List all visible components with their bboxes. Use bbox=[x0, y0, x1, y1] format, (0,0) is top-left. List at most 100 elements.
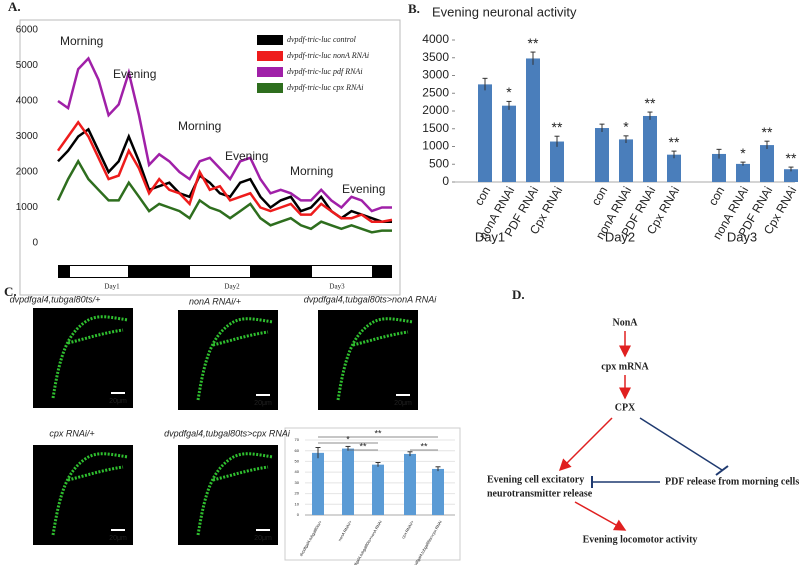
line-series bbox=[57, 56, 392, 213]
bar bbox=[712, 153, 726, 182]
neuron-signal bbox=[51, 452, 129, 536]
y-tick-label: 20 bbox=[295, 491, 300, 496]
annotation: Evening bbox=[342, 182, 385, 196]
group-label: Day2 bbox=[605, 229, 635, 244]
legend-label: dvpdf-tric-luc pdf RNAi bbox=[287, 67, 363, 76]
bar bbox=[372, 464, 384, 515]
bar bbox=[432, 468, 444, 515]
bar bbox=[736, 163, 750, 182]
annotation: Evening bbox=[225, 149, 268, 163]
x-tick-label: con bbox=[589, 184, 611, 208]
legend-swatch bbox=[257, 35, 283, 45]
y-tick-label: 70 bbox=[295, 437, 300, 442]
x-tick-label: nonA RNAi/+ bbox=[337, 519, 353, 542]
node: PDF release from morning cells bbox=[665, 476, 799, 487]
y-tick-label: 1000 bbox=[16, 202, 39, 213]
scale-label: 20μm bbox=[254, 400, 272, 407]
y-tick-label: 3500 bbox=[422, 50, 449, 64]
bar bbox=[595, 128, 609, 182]
y-tick-label: 5000 bbox=[16, 60, 39, 71]
scale-bar bbox=[111, 529, 125, 531]
scale-bar bbox=[111, 392, 125, 394]
significance: ** bbox=[645, 95, 656, 111]
bar bbox=[526, 58, 540, 182]
node: neurotransmitter release bbox=[487, 488, 593, 499]
x-tick-label: dvpdfgal4,tubgal80ts>nonA RNAi bbox=[349, 519, 383, 565]
y-tick-label: 30 bbox=[295, 480, 300, 485]
line-series bbox=[56, 120, 393, 223]
y-tick-label: 0 bbox=[442, 174, 449, 188]
y-tick-label: 2000 bbox=[16, 167, 39, 178]
scale-label: 20μm bbox=[254, 535, 272, 542]
y-tick-label: 10 bbox=[295, 501, 300, 506]
bar bbox=[502, 105, 516, 182]
image-title: dvpdfgal4,tubgal80ts/+ bbox=[10, 294, 101, 304]
bracket-label: ** bbox=[420, 441, 428, 451]
significance: ** bbox=[528, 35, 539, 51]
legend-label: dvpdf-tric-luc nonA RNAi bbox=[287, 51, 369, 60]
neuron-signal bbox=[196, 452, 274, 536]
y-tick-label: 500 bbox=[429, 156, 449, 170]
arrow bbox=[574, 501, 627, 531]
scale-label: 20μm bbox=[109, 535, 127, 542]
image-title: dvpdfgal4,tubgal80ts>nonA RNAi bbox=[304, 294, 438, 304]
scale-bar bbox=[256, 529, 270, 531]
light-dark-bar bbox=[58, 265, 392, 278]
y-tick-label: 50 bbox=[295, 458, 300, 463]
bar bbox=[619, 139, 633, 182]
bar bbox=[478, 84, 492, 182]
y-tick-label: 40 bbox=[295, 469, 300, 474]
legend-swatch bbox=[257, 83, 283, 93]
group-label: Day1 bbox=[475, 229, 505, 244]
neuron-signal bbox=[196, 317, 274, 401]
neuron-signal bbox=[336, 317, 414, 401]
y-tick-label: 4000 bbox=[422, 32, 449, 46]
legend-label: dvpdf-tric-luc control bbox=[287, 35, 357, 44]
bracket-label: * bbox=[346, 434, 350, 444]
x-tick-label: dvpdfgal4,tubgal80ts>cpx RNAi bbox=[410, 519, 442, 565]
y-tick-label: 4000 bbox=[16, 96, 39, 107]
light bbox=[70, 266, 128, 277]
significance: ** bbox=[552, 119, 563, 135]
bar bbox=[550, 141, 564, 182]
annotation: Morning bbox=[60, 34, 103, 48]
chart-title: Evening neuronal activity bbox=[432, 4, 577, 19]
x-tick-label: con bbox=[472, 184, 494, 208]
bar bbox=[312, 452, 324, 515]
significance: ** bbox=[762, 124, 773, 140]
bar bbox=[667, 154, 681, 182]
inhibit bbox=[639, 417, 723, 471]
y-tick-label: 1000 bbox=[422, 139, 449, 153]
image-title: dvpdfgal4,tubgal80ts>cpx RNAi bbox=[164, 428, 291, 438]
bar bbox=[643, 115, 657, 182]
legend-swatch bbox=[257, 51, 283, 61]
y-tick-label: 60 bbox=[295, 448, 300, 453]
light bbox=[190, 266, 250, 277]
image-title: nonA RNAi/+ bbox=[189, 296, 241, 306]
y-tick-label: 3000 bbox=[422, 68, 449, 82]
bar bbox=[784, 169, 798, 182]
y-tick-label: 2500 bbox=[422, 85, 449, 99]
significance: * bbox=[623, 119, 629, 135]
bracket-label: ** bbox=[374, 428, 382, 438]
day-label: Day1 bbox=[104, 283, 120, 291]
y-tick-label: 0 bbox=[32, 238, 38, 249]
y-tick-label: 3000 bbox=[16, 131, 39, 142]
bracket-label: ** bbox=[359, 441, 367, 451]
legend-label: dvpdf-tric-luc cpx RNAi bbox=[287, 83, 363, 92]
diagram: NonA cpx mRNA CPX Evening cell excitator… bbox=[487, 317, 799, 545]
significance: ** bbox=[669, 134, 680, 150]
micrographs: dvpdfgal4,tubgal80ts/+ 20μm nonA RNAi/+ 20μ… bbox=[10, 294, 438, 545]
scale-label: 20μm bbox=[109, 398, 127, 405]
panel-c-chart-frame bbox=[284, 427, 461, 561]
panel-label: C. bbox=[4, 284, 17, 299]
scale-label: 20μm bbox=[394, 400, 412, 407]
x-tick-label: cpx RNAi/+ bbox=[400, 519, 415, 539]
node: CPX bbox=[615, 402, 636, 413]
x-tick-label: dvpdfgal4,tubgal80ts/+ bbox=[298, 519, 323, 557]
day-label: Day2 bbox=[224, 283, 240, 291]
y-tick-label: 0 bbox=[297, 512, 300, 517]
panel-a-frame bbox=[19, 19, 401, 296]
annotation: Morning bbox=[290, 164, 333, 178]
